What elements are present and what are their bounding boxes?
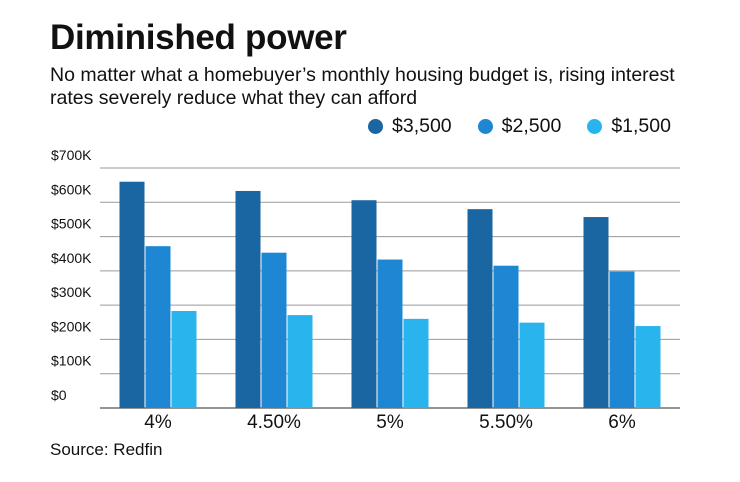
y-tick-label: $700K	[51, 147, 92, 163]
bar-2500-2	[377, 259, 403, 408]
bar-2500-0	[145, 246, 171, 408]
source-note: Source: Redfin	[50, 440, 163, 459]
y-tick-label: $600K	[51, 181, 92, 197]
chart-title: Diminished power	[50, 18, 347, 57]
x-tick-label: 4.50%	[247, 412, 301, 433]
y-tick-label: $0	[51, 387, 67, 403]
y-tick-label: $500K	[51, 216, 92, 232]
bar-3500-1	[235, 190, 261, 408]
bar-1500-3	[519, 322, 545, 408]
y-tick-label: $200K	[51, 318, 92, 334]
legend-item-1500: $1,500	[587, 115, 671, 138]
y-tick-label: $300K	[51, 284, 92, 300]
bar-3500-2	[351, 200, 377, 408]
legend-swatch-2500	[477, 119, 493, 134]
bar-1500-1	[287, 315, 313, 408]
x-tick-label: 6%	[608, 412, 636, 433]
bar-3500-3	[467, 209, 493, 408]
x-tick-label: 5%	[376, 412, 404, 433]
bar-2500-4	[609, 271, 635, 408]
y-tick-label: $100K	[51, 353, 92, 369]
x-tick-label: 5.50%	[479, 412, 533, 433]
legend-label-3500: $3,500	[392, 115, 452, 137]
chart-subtitle: No matter what a homebuyer’s monthly hou…	[50, 64, 675, 109]
y-tick-label: $400K	[51, 250, 92, 266]
chart-legend: $3,500 $2,500 $1,500	[368, 115, 671, 138]
legend-label-2500: $2,500	[501, 115, 562, 137]
bar-1500-0	[171, 310, 197, 408]
legend-item-3500: $3,500	[368, 115, 452, 138]
legend-item-2500: $2,500	[477, 115, 562, 138]
x-tick-label: 4%	[144, 412, 172, 433]
bar-1500-2	[403, 318, 429, 408]
bar-3500-0	[119, 181, 145, 408]
legend-swatch-3500	[368, 119, 383, 134]
legend-label-1500: $1,500	[611, 115, 671, 137]
legend-swatch-1500	[587, 119, 603, 134]
bar-1500-4	[635, 326, 661, 408]
bar-2500-3	[493, 265, 519, 408]
bar-3500-4	[583, 217, 609, 408]
bar-2500-1	[261, 252, 287, 408]
